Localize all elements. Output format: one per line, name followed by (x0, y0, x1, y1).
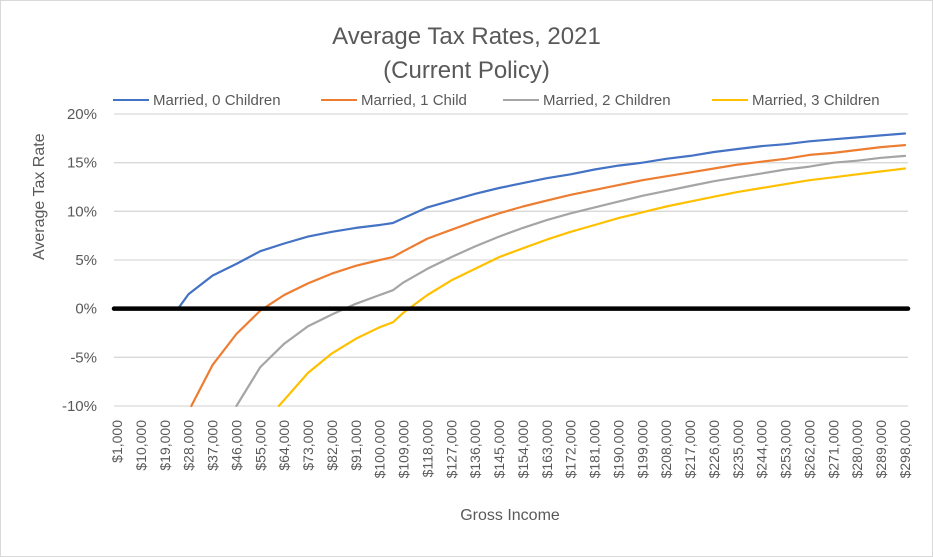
x-tick-label: $217,000 (682, 420, 698, 479)
x-tick-label: $181,000 (587, 420, 603, 479)
x-tick-label: $100,000 (372, 420, 388, 479)
y-tick-label: 15% (67, 155, 97, 172)
x-tick-label: $289,000 (873, 420, 889, 479)
x-tick-label: $82,000 (324, 420, 340, 471)
x-tick-label: $127,000 (443, 420, 459, 479)
series-line-0 (176, 132, 907, 310)
x-tick-label: $28,000 (181, 420, 197, 471)
legend-item-married-3-children: Married, 3 Children (712, 90, 880, 110)
legend-label: Married, 0 Children (153, 91, 281, 109)
x-tick-label: $64,000 (276, 420, 292, 471)
chart-subtitle: (Current Policy) (383, 57, 550, 84)
series-line-3 (277, 167, 907, 408)
y-tick-label: 0% (75, 301, 97, 318)
x-tick-label: $46,000 (228, 420, 244, 471)
x-tick-label: $298,000 (897, 420, 913, 479)
y-tick-label: 20% (67, 106, 97, 123)
x-tick-label: $19,000 (157, 420, 173, 471)
legend-swatch (712, 99, 748, 101)
y-axis-label: Average Tax Rate (31, 133, 48, 260)
y-tick-label: 5% (75, 252, 97, 269)
x-tick-label: $145,000 (491, 420, 507, 479)
x-tick-label: $226,000 (706, 420, 722, 479)
legend: Married, 0 Children Married, 1 Child Mar… (0, 90, 933, 110)
x-tick-label: $253,000 (778, 420, 794, 479)
legend-item-married-1-child: Married, 1 Child (321, 90, 467, 110)
y-tick-label: -5% (70, 349, 97, 366)
legend-swatch (503, 99, 539, 101)
legend-item-married-2-children: Married, 2 Children (503, 90, 671, 110)
x-tick-label: $136,000 (467, 420, 483, 479)
x-axis-label: Gross Income (460, 507, 560, 524)
x-tick-label: $1,000 (109, 420, 125, 463)
series-line-2 (235, 154, 907, 408)
x-tick-label: $154,000 (515, 420, 531, 479)
x-tick-label: $55,000 (252, 420, 268, 471)
x-tick-label: $271,000 (825, 420, 841, 479)
chart-title: Average Tax Rates, 2021 (332, 23, 601, 50)
x-tick-label: $262,000 (801, 420, 817, 479)
x-tick-label: $244,000 (754, 420, 770, 479)
legend-label: Married, 2 Children (543, 91, 671, 109)
x-tick-label: $208,000 (658, 420, 674, 479)
x-tick-label: $235,000 (730, 420, 746, 479)
x-tick-label: $190,000 (610, 420, 626, 479)
x-tick-label: $10,000 (133, 420, 149, 471)
x-tick-label: $37,000 (205, 420, 221, 471)
x-tick-label: $172,000 (563, 420, 579, 479)
x-tick-label: $118,000 (419, 420, 435, 478)
legend-label: Married, 1 Child (361, 91, 467, 109)
legend-label: Married, 3 Children (752, 91, 880, 109)
x-tick-label: $280,000 (849, 420, 865, 479)
x-tick-label: $91,000 (348, 420, 364, 471)
x-tick-label: $163,000 (539, 420, 555, 479)
legend-swatch (113, 99, 149, 101)
y-tick-label: 10% (67, 203, 97, 220)
x-tick-label: $109,000 (396, 420, 412, 479)
legend-swatch (321, 99, 357, 101)
x-tick-label: $199,000 (634, 420, 650, 479)
legend-item-married-0-children: Married, 0 Children (113, 90, 281, 110)
x-tick-label: $73,000 (300, 420, 316, 471)
series-line-1 (190, 144, 907, 408)
y-tick-label: -10% (62, 398, 97, 415)
